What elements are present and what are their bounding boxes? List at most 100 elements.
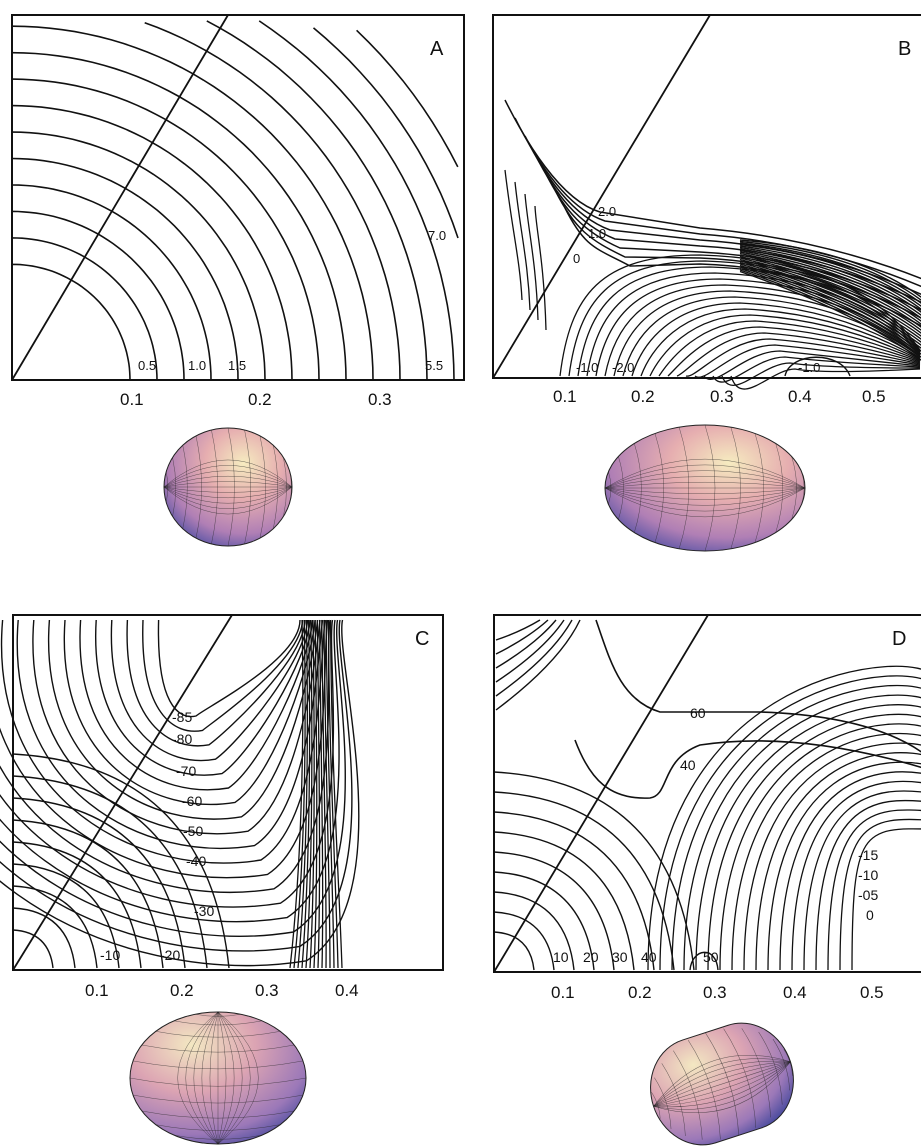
contour-line bbox=[721, 362, 921, 386]
contour-line bbox=[534, 205, 547, 331]
panel-b-tick-5: 0.5 bbox=[862, 387, 886, 406]
panel-d-x-ticks: 0.1 0.2 0.3 0.4 0.5 bbox=[551, 983, 884, 1002]
contour-line bbox=[739, 260, 921, 340]
contour-line bbox=[11, 25, 374, 381]
panel-b-clabel-1: 2.0 bbox=[598, 204, 616, 219]
mesh-line bbox=[201, 1011, 219, 1145]
contour-line bbox=[305, 619, 313, 969]
panel-d-clabel-4: 20 bbox=[583, 949, 599, 965]
panel-c-contour-labels: -85 -80 -70 -60 -50 -40 -30 -10 -20 bbox=[100, 709, 214, 963]
contour-line bbox=[495, 619, 565, 683]
contour-line bbox=[0, 619, 360, 967]
mesh-line bbox=[754, 433, 764, 543]
contour-line bbox=[329, 619, 343, 969]
mesh-line bbox=[259, 435, 266, 539]
panel-c-tick-3: 0.3 bbox=[255, 981, 279, 1000]
panel-d-clabel-3: 10 bbox=[553, 949, 569, 965]
panel-d-nucleus-shape bbox=[650, 1022, 794, 1146]
contour-line bbox=[739, 249, 921, 319]
contour-line bbox=[631, 302, 921, 377]
mesh-line bbox=[604, 464, 806, 489]
contour-line bbox=[731, 732, 921, 971]
mesh-line bbox=[653, 1061, 791, 1107]
contour-line bbox=[12, 863, 120, 969]
mesh-line bbox=[177, 1011, 219, 1145]
contour-line bbox=[689, 951, 719, 971]
contour-line bbox=[524, 193, 539, 321]
contour-line bbox=[12, 753, 230, 969]
contour-line bbox=[309, 619, 315, 969]
panel-b-frame bbox=[492, 14, 921, 379]
mesh-line bbox=[289, 471, 292, 503]
contour-line bbox=[12, 797, 186, 969]
mesh-line bbox=[163, 465, 293, 488]
contour-line bbox=[712, 356, 921, 383]
mesh-line bbox=[217, 1011, 243, 1145]
panel-b-clabel-4: -1.0 bbox=[576, 360, 598, 375]
panel-d-frame bbox=[493, 614, 921, 973]
contour-line bbox=[730, 368, 921, 390]
contour-line bbox=[301, 619, 311, 969]
panel-a-contours bbox=[11, 20, 459, 381]
contour-line bbox=[755, 752, 921, 971]
mesh-line bbox=[653, 1061, 791, 1107]
contour-line bbox=[739, 266, 921, 352]
mesh-line bbox=[604, 482, 806, 489]
contour-line bbox=[784, 356, 851, 377]
panel-b-nucleus-shape bbox=[604, 424, 806, 552]
contour-line bbox=[356, 29, 459, 168]
mesh-line bbox=[155, 1124, 281, 1131]
panel-c-tick-2: 0.2 bbox=[170, 981, 194, 1000]
contour-line bbox=[534, 153, 921, 303]
contour-line bbox=[779, 771, 921, 971]
panel-a-x-ticks: 0.1 0.2 0.3 bbox=[120, 390, 392, 409]
panel-d-clabel-11: 0 bbox=[866, 907, 874, 923]
panel-d-clabel-5: 30 bbox=[612, 949, 628, 965]
panel-b-tick-2: 0.2 bbox=[631, 387, 655, 406]
contour-line bbox=[514, 117, 921, 288]
contour-line bbox=[739, 240, 921, 301]
contour-line bbox=[493, 811, 655, 971]
mesh-line bbox=[653, 1058, 791, 1107]
panel-b-label: B bbox=[898, 38, 911, 60]
panel-d-clabel-2: 40 bbox=[680, 757, 696, 773]
contour-line bbox=[739, 269, 921, 358]
contour-line bbox=[327, 619, 339, 969]
contour-line bbox=[16, 619, 324, 850]
contour-line bbox=[564, 207, 921, 327]
panel-d-tick-4: 0.4 bbox=[783, 983, 807, 1002]
contour-line bbox=[815, 799, 921, 971]
contour-line bbox=[613, 290, 921, 377]
contour-line bbox=[493, 931, 535, 971]
panel-d-contour-labels: 60 40 10 20 30 40 50 -15 -10 -05 0 bbox=[553, 705, 878, 965]
contour-line bbox=[493, 831, 635, 971]
panel-a-label: A bbox=[430, 38, 444, 60]
contour-line bbox=[126, 619, 306, 747]
mesh-line bbox=[283, 457, 287, 517]
contour-line bbox=[767, 761, 921, 971]
contour-line bbox=[851, 828, 921, 971]
contour-line bbox=[595, 619, 921, 753]
mesh-line bbox=[758, 1031, 783, 1105]
mesh-line bbox=[604, 476, 806, 489]
contour-line bbox=[0, 619, 346, 937]
contour-line bbox=[504, 169, 523, 301]
contour-line bbox=[739, 264, 921, 349]
panel-c-clabel-2: -80 bbox=[172, 731, 192, 747]
contour-line bbox=[586, 272, 921, 377]
mesh-line bbox=[653, 1061, 791, 1107]
contour-line bbox=[839, 818, 921, 971]
contour-line bbox=[739, 248, 921, 316]
contour-line bbox=[524, 135, 921, 296]
panel-c-clabel-7: -30 bbox=[194, 903, 214, 919]
panel-b-x-ticks: 0.1 0.2 0.3 0.4 0.5 bbox=[553, 387, 886, 406]
contour-line bbox=[495, 619, 581, 711]
mesh-line bbox=[653, 1055, 791, 1107]
panel-c-tick-4: 0.4 bbox=[335, 981, 359, 1000]
contour-line bbox=[258, 20, 455, 381]
contour-line bbox=[318, 619, 324, 969]
contour-line bbox=[206, 20, 428, 381]
contour-line bbox=[739, 243, 921, 307]
contour-line bbox=[694, 344, 921, 378]
mesh-line bbox=[723, 1028, 757, 1128]
